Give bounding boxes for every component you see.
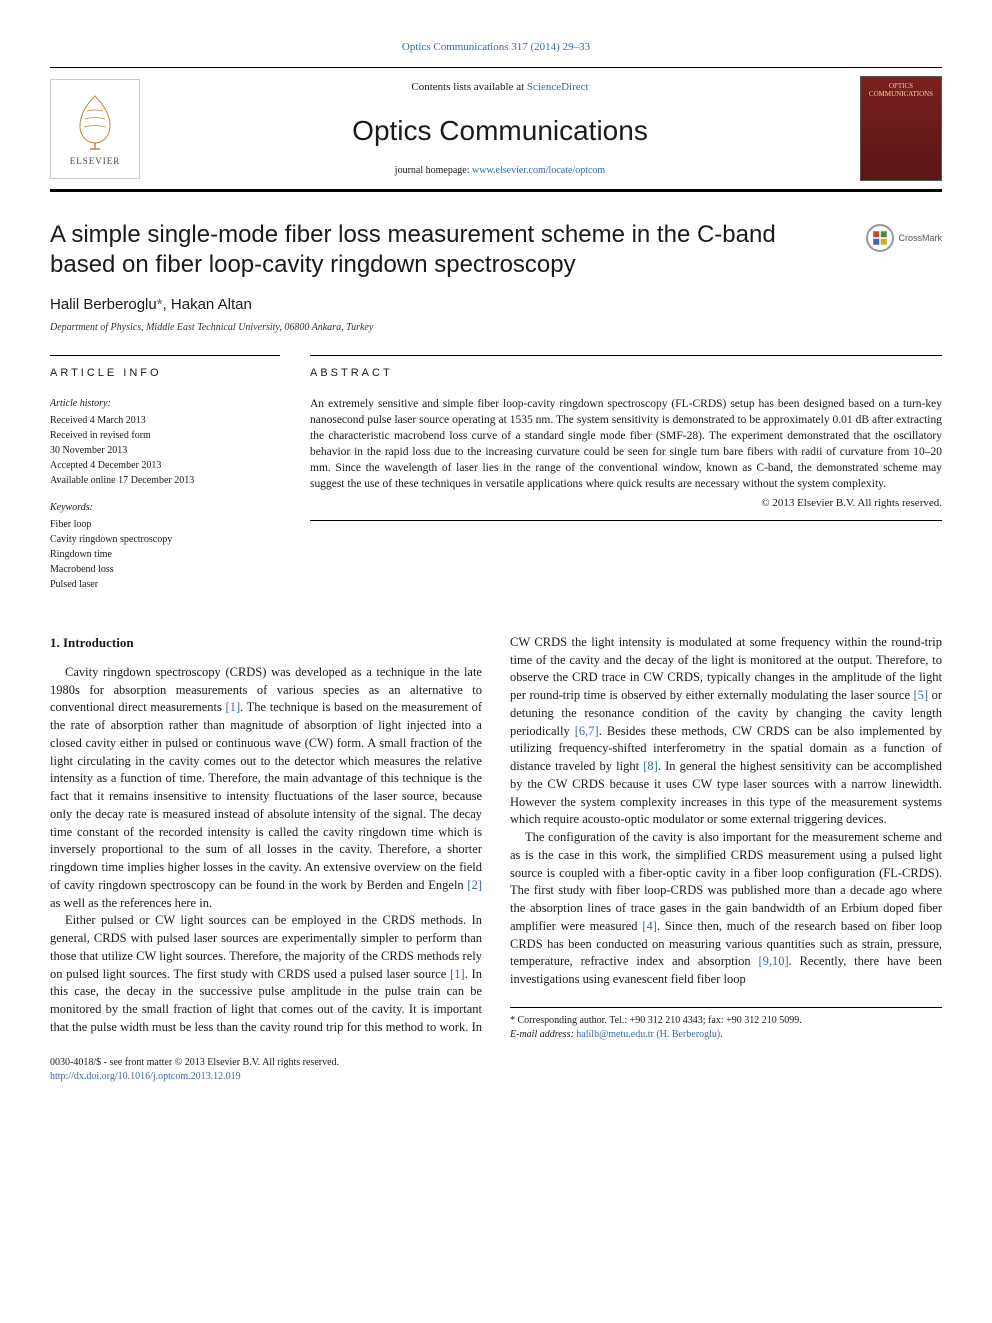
ref-link[interactable]: [2] <box>467 878 482 892</box>
contents-line: Contents lists available at ScienceDirec… <box>140 80 860 95</box>
crossmark-label: CrossMark <box>898 233 942 244</box>
journal-header: ELSEVIER Contents lists available at Sci… <box>50 67 942 192</box>
paragraph: Cavity ringdown spectroscopy (CRDS) was … <box>50 664 482 913</box>
contents-text: Contents lists available at <box>411 81 526 93</box>
top-citation: Optics Communications 317 (2014) 29–33 <box>50 40 942 55</box>
ref-link[interactable]: [4] <box>642 919 657 933</box>
elsevier-tree-icon <box>65 91 125 151</box>
email-label: E-mail address: <box>510 1029 576 1040</box>
sciencedirect-link[interactable]: ScienceDirect <box>527 81 589 93</box>
affiliation: Department of Physics, Middle East Techn… <box>50 321 942 335</box>
journal-cover-thumbnail: OPTICS COMMUNICATIONS <box>860 76 942 181</box>
footnotes: * Corresponding author. Tel.: +90 312 21… <box>510 1007 942 1042</box>
homepage-link[interactable]: www.elsevier.com/locate/optcom <box>472 165 605 176</box>
article-info-heading: ARTICLE INFO <box>50 366 280 381</box>
revised-date: 30 November 2013 <box>50 443 280 458</box>
keywords-label: Keywords: <box>50 500 280 515</box>
keyword: Fiber loop <box>50 517 280 532</box>
page-footer: 0030-4018/$ - see front matter © 2013 El… <box>50 1056 942 1084</box>
revised-label: Received in revised form <box>50 428 280 443</box>
section-heading-1: 1. Introduction <box>50 634 482 652</box>
abstract-copyright: © 2013 Elsevier B.V. All rights reserved… <box>310 496 942 511</box>
article-title-text: A simple single-mode fiber loss measurem… <box>50 221 776 278</box>
keyword: Pulsed laser <box>50 577 280 592</box>
elsevier-label: ELSEVIER <box>70 155 121 168</box>
paragraph: The configuration of the cavity is also … <box>510 829 942 989</box>
author-2: , Hakan Altan <box>163 296 252 313</box>
ref-link[interactable]: [1] <box>226 700 241 714</box>
journal-title: Optics Communications <box>140 111 860 150</box>
ref-link[interactable]: [8] <box>643 759 658 773</box>
article-info: ARTICLE INFO Article history: Received 4… <box>50 355 280 603</box>
ref-link[interactable]: [6,7] <box>575 724 599 738</box>
body-text: 1. Introduction Cavity ringdown spectros… <box>50 634 942 1042</box>
author-1: Halil Berberoglu <box>50 296 157 313</box>
elsevier-logo: ELSEVIER <box>50 79 140 179</box>
front-matter-note: 0030-4018/$ - see front matter © 2013 El… <box>50 1056 339 1070</box>
keyword: Macrobend loss <box>50 562 280 577</box>
abstract-heading: ABSTRACT <box>310 366 942 381</box>
cover-title-text: OPTICS COMMUNICATIONS <box>863 83 939 98</box>
ref-link[interactable]: [9,10] <box>758 954 788 968</box>
online-date: Available online 17 December 2013 <box>50 473 280 488</box>
crossmark-icon <box>871 229 889 247</box>
corresponding-author-note: * Corresponding author. Tel.: +90 312 21… <box>510 1014 942 1028</box>
abstract: ABSTRACT An extremely sensitive and simp… <box>310 355 942 603</box>
abstract-body: An extremely sensitive and simple fiber … <box>310 396 942 493</box>
authors: Halil Berberoglu*, Hakan Altan <box>50 294 942 315</box>
homepage-label: journal homepage: <box>395 165 472 176</box>
article-title: A simple single-mode fiber loss measurem… <box>50 220 942 280</box>
journal-homepage: journal homepage: www.elsevier.com/locat… <box>140 164 860 178</box>
ref-link[interactable]: [1] <box>450 967 465 981</box>
doi-link[interactable]: http://dx.doi.org/10.1016/j.optcom.2013.… <box>50 1071 241 1082</box>
abstract-rule <box>310 520 942 521</box>
accepted-date: Accepted 4 December 2013 <box>50 458 280 473</box>
history-label: Article history: <box>50 396 280 411</box>
crossmark-badge[interactable]: CrossMark <box>866 224 942 252</box>
keyword: Cavity ringdown spectroscopy <box>50 532 280 547</box>
email-link[interactable]: halilb@metu.edu.tr (H. Berberoglu) <box>576 1029 720 1040</box>
received-date: Received 4 March 2013 <box>50 413 280 428</box>
top-citation-link[interactable]: Optics Communications 317 (2014) 29–33 <box>402 41 590 53</box>
ref-link[interactable]: [5] <box>914 688 929 702</box>
keyword: Ringdown time <box>50 547 280 562</box>
